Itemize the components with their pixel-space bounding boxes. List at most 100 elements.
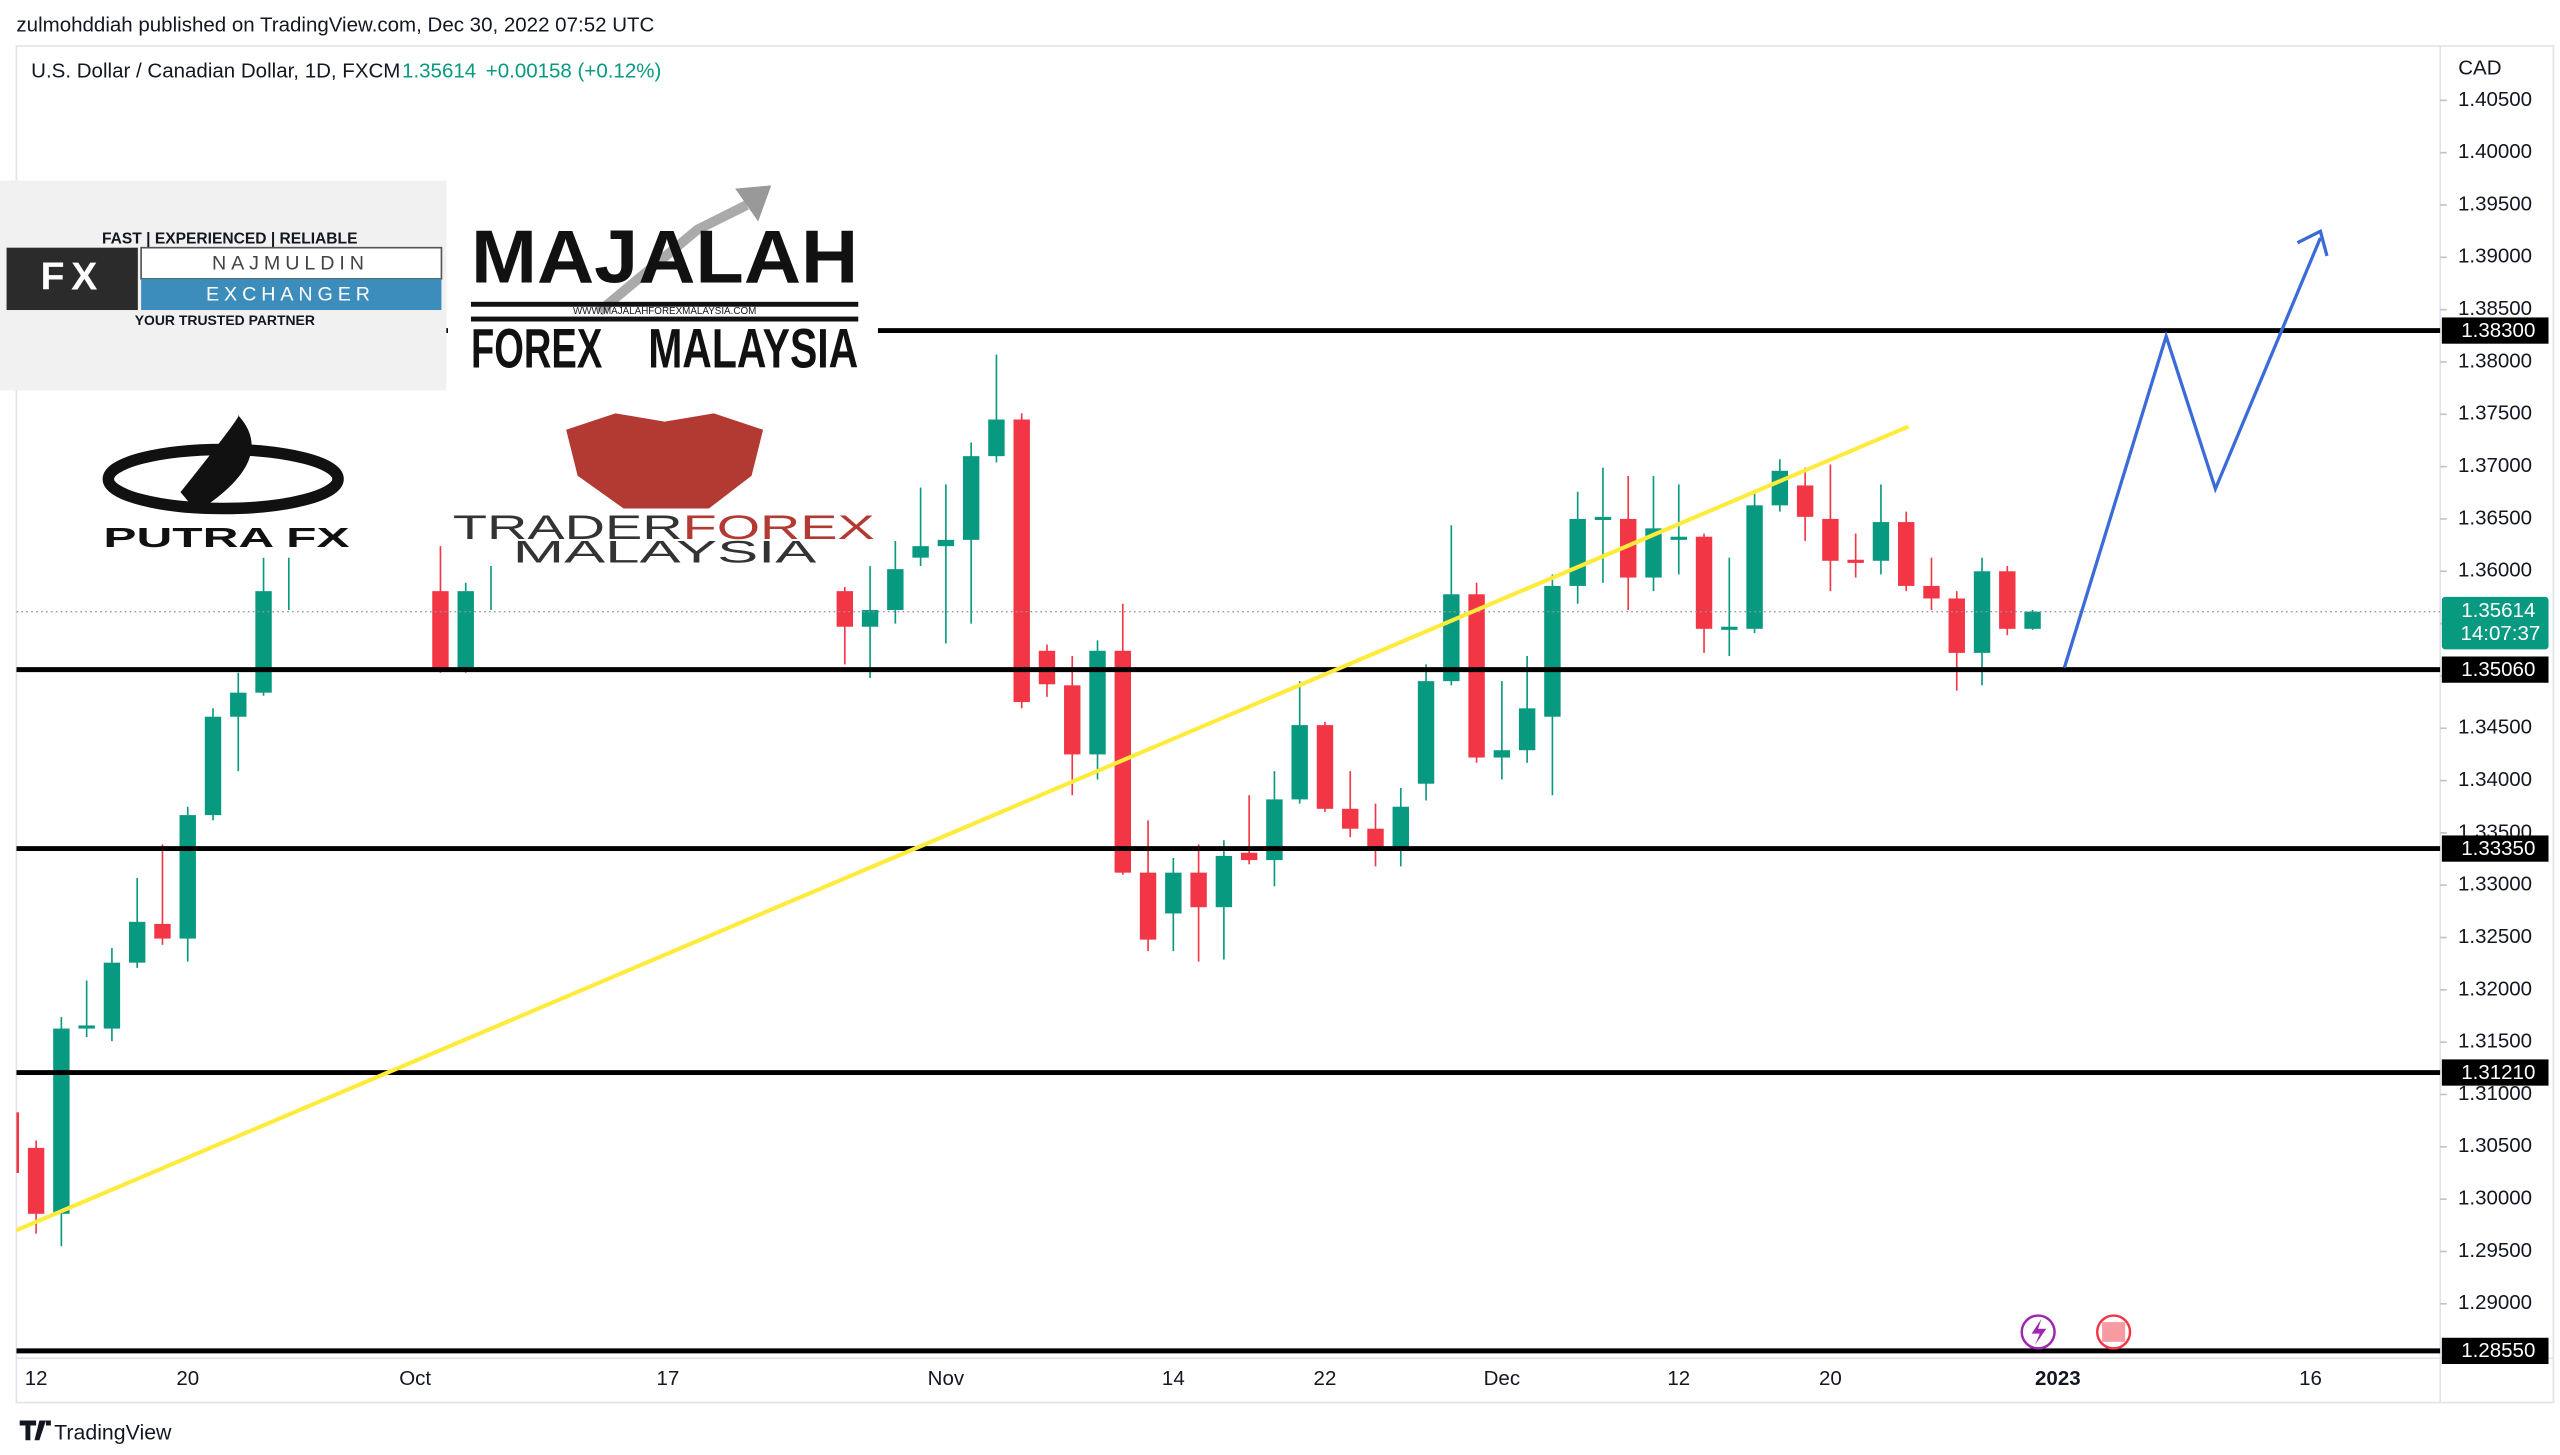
publisher: zulmohddiah published on TradingView.com… (16, 14, 654, 37)
candle-body (1771, 470, 1789, 506)
level-label: 1.38300 (2461, 319, 2535, 342)
x-tick-label: 12 (25, 1367, 48, 1390)
candle-body (1670, 536, 1687, 540)
trader-tiger (566, 413, 764, 509)
fx-mark-bg (6, 247, 138, 311)
candle-body (154, 923, 171, 939)
candle-body (1013, 419, 1030, 703)
y-tick-label: 1.32500 (2458, 925, 2532, 948)
candle-body (457, 591, 474, 670)
candle-body (962, 456, 980, 540)
candle-body (1746, 505, 1763, 629)
candle-body (179, 815, 196, 939)
event-icons (2020, 1314, 2132, 1350)
candle-body (1796, 485, 1814, 517)
candle-body (1999, 571, 2016, 629)
x-tick-label: Nov (928, 1367, 965, 1390)
candle-body (912, 546, 929, 558)
candle-body (887, 569, 904, 610)
candle-body (1544, 585, 1561, 717)
footer: TradingView (54, 1420, 172, 1444)
last-price: 1.35614 (402, 60, 476, 83)
symbol: U.S. Dollar / Canadian Dollar, 1D, FXCM (31, 60, 400, 83)
fx-kind: EXCHANGER (206, 283, 375, 305)
candle-body (1417, 681, 1435, 784)
candle-body (1872, 522, 1890, 561)
frame (15, 45, 2555, 1404)
y-tick-label: 1.31000 (2458, 1082, 2532, 1105)
candle-body (1822, 518, 1839, 561)
fx-motto: YOUR TRUSTED PARTNER (135, 312, 315, 328)
y-tick-label: 1.37000 (2458, 454, 2532, 477)
candle-body (1342, 808, 1359, 829)
candle-body (937, 539, 955, 547)
fx-mark: FX (40, 254, 103, 298)
majalah-url: WWW.MAJALAHFOREXMALAYSIA.COM (573, 306, 756, 317)
candle-body (1266, 799, 1283, 861)
candle-body (1392, 806, 1409, 849)
countdown: 14:07:37 (2460, 622, 2540, 645)
level-label-bg (2441, 835, 2549, 862)
level-label: 1.31210 (2461, 1061, 2535, 1084)
candle-body (861, 609, 879, 627)
x-tick-label: 17 (656, 1367, 679, 1390)
y-tick-label: 1.37500 (2458, 402, 2532, 425)
majalah-bar (470, 316, 859, 322)
candle-body (1847, 559, 1864, 563)
y-tick-label: 1.39000 (2458, 245, 2532, 268)
y-tick-label: 1.40000 (2458, 140, 2532, 163)
fx-tagline: FAST | EXPERIENCED | RELIABLE (102, 231, 357, 248)
candle-body (1923, 585, 1940, 599)
y-tick-label: 1.36000 (2458, 559, 2532, 582)
x-tick-label: Oct (399, 1367, 431, 1390)
majalah-bar (470, 301, 859, 307)
trader-first: TRADER (453, 509, 683, 547)
putra-name: PUTRA FX (103, 522, 350, 553)
candle-body (1645, 528, 1662, 578)
level-label-bg (2441, 1059, 2549, 1086)
candle-body (1898, 522, 1915, 586)
y-tick-label: 1.29500 (2458, 1239, 2532, 1262)
candle-body (836, 591, 854, 627)
candle-body (1190, 872, 1207, 908)
footer-logo (19, 1420, 51, 1441)
candle-body (1316, 725, 1334, 809)
trader-country: MALAYSIA (513, 535, 817, 570)
fx-kind-bg (141, 278, 442, 311)
projection (2062, 237, 2322, 669)
candle-body (1291, 725, 1308, 800)
x-tick-label: Dec (1484, 1367, 1520, 1390)
candle-body (27, 1147, 45, 1214)
candle-body (1468, 594, 1485, 758)
candle-body (1620, 518, 1637, 578)
level-label: 1.28550 (2461, 1339, 2535, 1362)
level-label-bg (2441, 1337, 2549, 1365)
candle-body (204, 716, 222, 816)
candle-body (1518, 708, 1536, 751)
candle-body (1215, 855, 1233, 908)
event-icon-bolt (2031, 1318, 2047, 1346)
y-tick-label: 1.30000 (2458, 1187, 2532, 1210)
y-tick-label: 1.34500 (2458, 716, 2532, 739)
y-tick-label: 1.36500 (2458, 506, 2532, 529)
putra-swirl (180, 414, 252, 512)
candle-body (1139, 872, 1157, 940)
candle-body (1721, 626, 1738, 630)
candle-body (1569, 518, 1586, 586)
majalah-arrow-head (735, 185, 772, 222)
y-tick-label: 1.30500 (2458, 1134, 2532, 1157)
x-tick-label: 16 (2299, 1367, 2322, 1390)
candle-body (432, 591, 449, 670)
majalah-logo-bg (448, 177, 878, 391)
majalah-top: MAJALAH (471, 214, 858, 298)
projection-arrow (2296, 228, 2329, 257)
candle-body (128, 921, 146, 963)
y-tick-label: 1.34000 (2458, 768, 2532, 791)
plot (16, 328, 2441, 1354)
last-price-box (2441, 596, 2549, 650)
candle-body (2024, 611, 2041, 629)
candle-body (230, 692, 247, 717)
majalah-right: MALAYSIA (648, 317, 858, 379)
